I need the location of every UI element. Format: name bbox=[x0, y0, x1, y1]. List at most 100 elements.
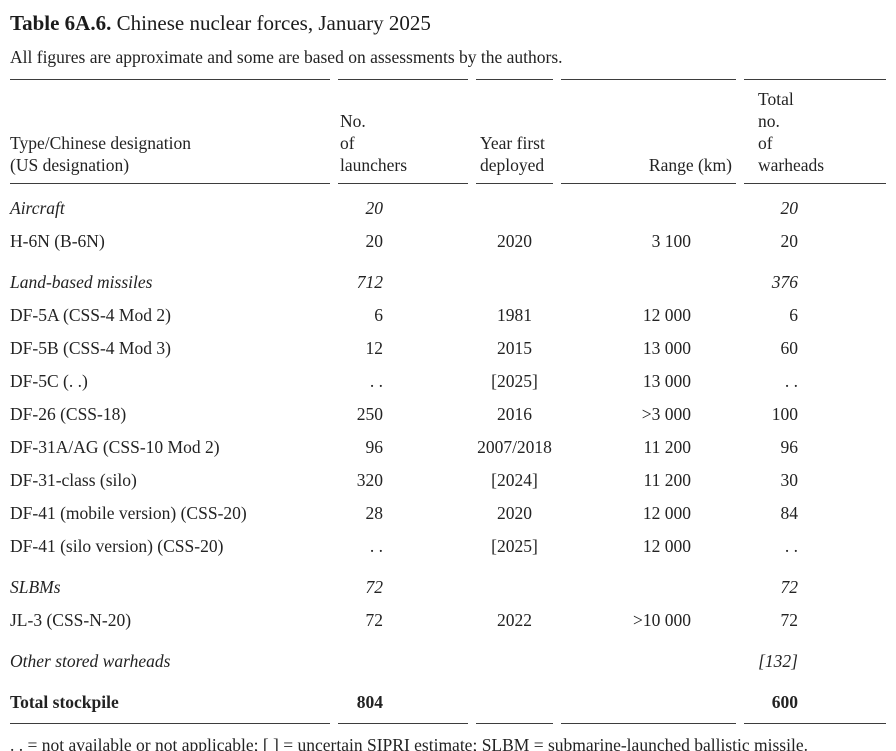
cell-type: DF-26 (CSS-18) bbox=[10, 404, 127, 424]
cell-year: 1981 bbox=[497, 305, 532, 325]
cell-range bbox=[561, 184, 736, 225]
table-header: Type/Chinese designation (US designation… bbox=[10, 79, 886, 184]
cell-warheads: . . bbox=[784, 536, 798, 556]
table-footnote: . . = not available or not applicable; [… bbox=[10, 735, 808, 751]
header-type-line1: Type/Chinese designation bbox=[10, 133, 192, 153]
cell-year: 2020 bbox=[497, 503, 532, 523]
cell-type: JL-3 (CSS-N-20) bbox=[10, 610, 132, 630]
table-row-landbased-section: Land-based missiles 712 376 bbox=[10, 258, 886, 299]
cell-launchers: 712 bbox=[356, 272, 383, 292]
cell-launchers: 320 bbox=[356, 470, 383, 490]
cell-warheads: 72 bbox=[780, 577, 799, 597]
cell-launchers: 12 bbox=[365, 338, 384, 358]
cell-type: DF-41 (silo version) (CSS-20) bbox=[10, 536, 224, 556]
cell-warheads: . . bbox=[784, 371, 798, 391]
cell-type: DF-5A (CSS-4 Mod 2) bbox=[10, 305, 171, 325]
table-row-df5b: DF-5B (CSS-4 Mod 3) 12 2015 13 000 60 bbox=[10, 332, 886, 365]
header-type: Type/Chinese designation (US designation… bbox=[10, 79, 330, 184]
table-body: Aircraft 20 20 H-6N (B-6N) 20 2020 3 100… bbox=[10, 184, 886, 724]
table-row-h6n: H-6N (B-6N) 20 2020 3 100 20 bbox=[10, 225, 886, 258]
cell-launchers: 72 bbox=[365, 610, 384, 630]
cell-launchers bbox=[338, 637, 468, 678]
cell-range: >3 000 bbox=[641, 404, 691, 424]
header-warheads-line2: warheads bbox=[758, 155, 825, 175]
header-warheads: Total no. of warheads bbox=[744, 79, 886, 184]
cell-launchers: . . bbox=[369, 536, 383, 556]
table-row-df41-mobile: DF-41 (mobile version) (CSS-20) 28 2020 … bbox=[10, 497, 886, 530]
header-year-line1: Year first bbox=[480, 133, 545, 153]
table-row-slbm-section: SLBMs 72 72 bbox=[10, 563, 886, 604]
cell-type: Total stockpile bbox=[10, 678, 330, 724]
cell-year: 2016 bbox=[497, 404, 532, 424]
cell-year bbox=[476, 563, 553, 604]
cell-warheads: 72 bbox=[780, 610, 799, 630]
cell-type: DF-31-class (silo) bbox=[10, 470, 137, 490]
cell-launchers: 804 bbox=[338, 678, 468, 724]
cell-launchers: 96 bbox=[365, 437, 384, 457]
cell-year bbox=[476, 184, 553, 225]
cell-warheads: 100 bbox=[771, 404, 798, 424]
table-title: Table 6A.6. Chinese nuclear forces, Janu… bbox=[10, 10, 886, 37]
table-row-total-stockpile: Total stockpile 804 600 bbox=[10, 678, 886, 724]
header-launchers-line1: No. of bbox=[340, 111, 366, 153]
cell-warheads: 6 bbox=[789, 305, 798, 325]
nuclear-forces-table: Type/Chinese designation (US designation… bbox=[2, 79, 894, 724]
cell-year bbox=[476, 678, 553, 724]
cell-range bbox=[561, 678, 736, 724]
header-row: Type/Chinese designation (US designation… bbox=[10, 79, 886, 184]
table-row-df31a-ag: DF-31A/AG (CSS-10 Mod 2) 96 2007/2018 11… bbox=[10, 431, 886, 464]
cell-launchers: . . bbox=[369, 371, 383, 391]
table-row-df26: DF-26 (CSS-18) 250 2016 >3 000 100 bbox=[10, 398, 886, 431]
cell-range: 11 200 bbox=[643, 437, 691, 457]
cell-range bbox=[561, 563, 736, 604]
cell-launchers: 6 bbox=[374, 305, 383, 325]
cell-range bbox=[561, 258, 736, 299]
cell-range: 11 200 bbox=[643, 470, 691, 490]
cell-range: 13 000 bbox=[642, 371, 691, 391]
cell-type: SLBMs bbox=[10, 577, 61, 597]
cell-warheads: 30 bbox=[780, 470, 799, 490]
header-warheads-line1: Total no. of bbox=[758, 89, 794, 153]
cell-launchers: 20 bbox=[365, 231, 384, 251]
table-subtitle: All figures are approximate and some are… bbox=[10, 47, 563, 67]
table-row-df5a: DF-5A (CSS-4 Mod 2) 6 1981 12 000 6 bbox=[10, 299, 886, 332]
cell-range: 3 100 bbox=[651, 231, 691, 251]
cell-year: [2025] bbox=[491, 536, 538, 556]
header-year: Year first deployed bbox=[476, 79, 553, 184]
cell-warheads: 96 bbox=[780, 437, 799, 457]
cell-type: Aircraft bbox=[10, 198, 65, 218]
cell-warheads: 84 bbox=[780, 503, 799, 523]
cell-warheads: 20 bbox=[780, 231, 799, 251]
cell-year bbox=[476, 637, 553, 678]
cell-warheads: [132] bbox=[758, 651, 798, 671]
cell-range: 12 000 bbox=[642, 536, 691, 556]
table-row-df31-class: DF-31-class (silo) 320 [2024] 11 200 30 bbox=[10, 464, 886, 497]
cell-year: 2020 bbox=[497, 231, 532, 251]
table-title-text: Chinese nuclear forces, January 2025 bbox=[116, 11, 431, 35]
cell-launchers: 250 bbox=[356, 404, 383, 424]
cell-type: Land-based missiles bbox=[10, 272, 153, 292]
table-row-aircraft-section: Aircraft 20 20 bbox=[10, 184, 886, 225]
table-row-df41-silo: DF-41 (silo version) (CSS-20) . . [2025]… bbox=[10, 530, 886, 563]
cell-type: Other stored warheads bbox=[10, 651, 171, 671]
cell-type: DF-41 (mobile version) (CSS-20) bbox=[10, 503, 247, 523]
cell-range: 13 000 bbox=[642, 338, 691, 358]
header-range: Range (km) bbox=[561, 79, 736, 184]
table-number-label: Table 6A.6. bbox=[10, 11, 112, 35]
header-type-line2: (US designation) bbox=[10, 155, 130, 175]
cell-warheads: 60 bbox=[780, 338, 799, 358]
cell-warheads: 376 bbox=[771, 272, 798, 292]
cell-year: 2007/2018 bbox=[477, 437, 552, 457]
cell-type: DF-5B (CSS-4 Mod 3) bbox=[10, 338, 171, 358]
cell-range: >10 000 bbox=[633, 610, 691, 630]
cell-warheads: 20 bbox=[780, 198, 799, 218]
cell-range: 12 000 bbox=[642, 305, 691, 325]
cell-year: [2025] bbox=[491, 371, 538, 391]
cell-launchers: 72 bbox=[365, 577, 384, 597]
cell-year: 2022 bbox=[497, 610, 532, 630]
header-launchers-line2: launchers bbox=[340, 155, 408, 175]
cell-range bbox=[561, 637, 736, 678]
cell-launchers: 20 bbox=[365, 198, 384, 218]
header-launchers: No. of launchers bbox=[338, 79, 468, 184]
